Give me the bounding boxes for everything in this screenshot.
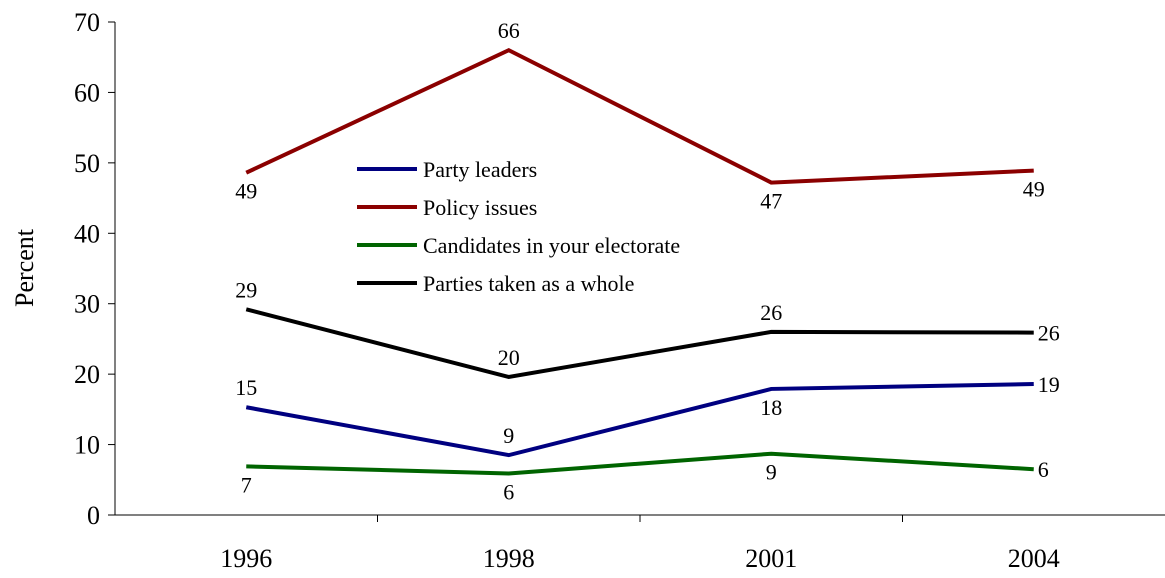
data-label: 15: [235, 375, 257, 400]
series-line-parties-taken-as-a-whole: [245, 307, 1034, 380]
y-tick-label: 30: [74, 290, 100, 319]
data-label: 6: [503, 479, 514, 504]
data-label: 47: [760, 189, 782, 214]
data-label: 18: [760, 395, 782, 420]
data-label: 6: [1038, 457, 1049, 482]
series-line-policy-issues: [245, 47, 1034, 185]
axes: [114, 22, 1165, 516]
data-label: 26: [760, 300, 782, 325]
data-label: 9: [503, 423, 514, 448]
data-label: 19: [1038, 372, 1060, 397]
legend-label-parties-taken-as-a-whole: Parties taken as a whole: [423, 271, 634, 296]
legend-label-policy-issues: Policy issues: [423, 195, 537, 220]
data-label: 26: [1038, 321, 1060, 346]
data-label: 66: [498, 18, 520, 43]
y-tick-label: 50: [74, 149, 100, 178]
series-line-candidates-in-your-electorate: [246, 451, 1034, 476]
legend-label-party-leaders: Party leaders: [423, 157, 537, 182]
y-tick-label: 70: [74, 8, 100, 37]
x-tick-label: 2004: [1008, 544, 1060, 573]
data-label: 49: [1023, 177, 1045, 202]
data-label: 9: [766, 460, 777, 485]
y-tick-label: 0: [87, 501, 100, 530]
data-label: 29: [235, 277, 257, 302]
y-tick-label: 10: [74, 431, 100, 460]
data-label: 49: [235, 179, 257, 204]
x-axis-ticks: 1996 1998 2001 2004: [220, 515, 1060, 573]
y-tick-label: 20: [74, 360, 100, 389]
y-axis-title: Percent: [10, 228, 39, 307]
data-labels-layer: 15 9 18 19 49 66 47 49 7 6 9 6 29 20 26 26: [235, 18, 1060, 504]
legend: Party leaders Policy issues Candidates in …: [357, 157, 680, 296]
data-label: 20: [498, 345, 520, 370]
series-layer: [245, 47, 1034, 476]
y-tick-label: 60: [74, 78, 100, 107]
data-label: 7: [241, 472, 252, 497]
series-line-party-leaders: [245, 382, 1034, 458]
x-tick-label: 1996: [220, 544, 272, 573]
x-tick-label: 1998: [483, 544, 535, 573]
y-tick-label: 40: [74, 219, 100, 248]
y-axis-ticks: 0 10 20 30 40 50 60 70: [74, 8, 115, 530]
legend-label-candidates-in-your-electorate: Candidates in your electorate: [423, 233, 680, 258]
x-tick-label: 2001: [745, 544, 797, 573]
